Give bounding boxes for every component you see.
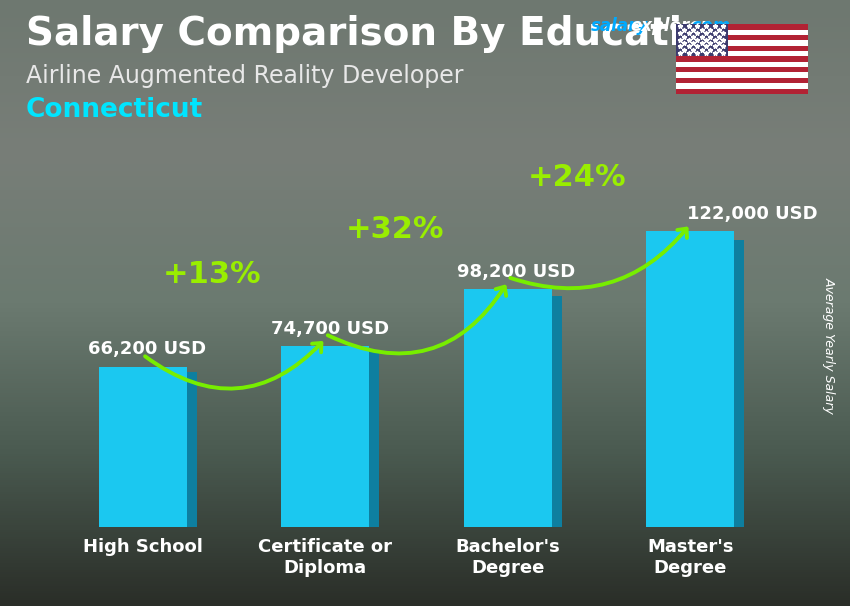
Bar xyxy=(676,24,807,30)
Text: +24%: +24% xyxy=(528,163,626,192)
Bar xyxy=(676,41,807,45)
Bar xyxy=(676,30,807,35)
Bar xyxy=(676,24,728,56)
Polygon shape xyxy=(552,296,562,527)
Text: Salary Comparison By Education: Salary Comparison By Education xyxy=(26,15,736,53)
Text: explorer: explorer xyxy=(631,17,710,35)
Bar xyxy=(676,73,807,78)
Text: +32%: +32% xyxy=(345,215,444,244)
Text: .com: .com xyxy=(685,17,730,35)
Text: 74,700 USD: 74,700 USD xyxy=(270,319,388,338)
Bar xyxy=(464,289,552,527)
Bar xyxy=(676,88,807,94)
Bar xyxy=(676,51,807,56)
Polygon shape xyxy=(369,351,379,527)
Bar xyxy=(676,35,807,41)
Text: 66,200 USD: 66,200 USD xyxy=(88,340,207,358)
Polygon shape xyxy=(187,371,196,527)
Bar xyxy=(676,56,807,62)
Bar xyxy=(676,62,807,67)
Text: Airline Augmented Reality Developer: Airline Augmented Reality Developer xyxy=(26,64,463,88)
Text: Average Yearly Salary: Average Yearly Salary xyxy=(822,277,836,414)
Polygon shape xyxy=(734,241,744,527)
Bar xyxy=(646,231,734,527)
Bar xyxy=(281,346,369,527)
Text: +13%: +13% xyxy=(163,260,262,289)
Text: Connecticut: Connecticut xyxy=(26,97,203,123)
Text: salary: salary xyxy=(591,17,648,35)
Text: 98,200 USD: 98,200 USD xyxy=(456,262,575,281)
Bar xyxy=(676,67,807,73)
Bar xyxy=(676,45,807,51)
Text: 122,000 USD: 122,000 USD xyxy=(687,205,817,223)
Bar xyxy=(99,367,187,527)
Bar xyxy=(676,78,807,83)
Bar xyxy=(676,83,807,88)
